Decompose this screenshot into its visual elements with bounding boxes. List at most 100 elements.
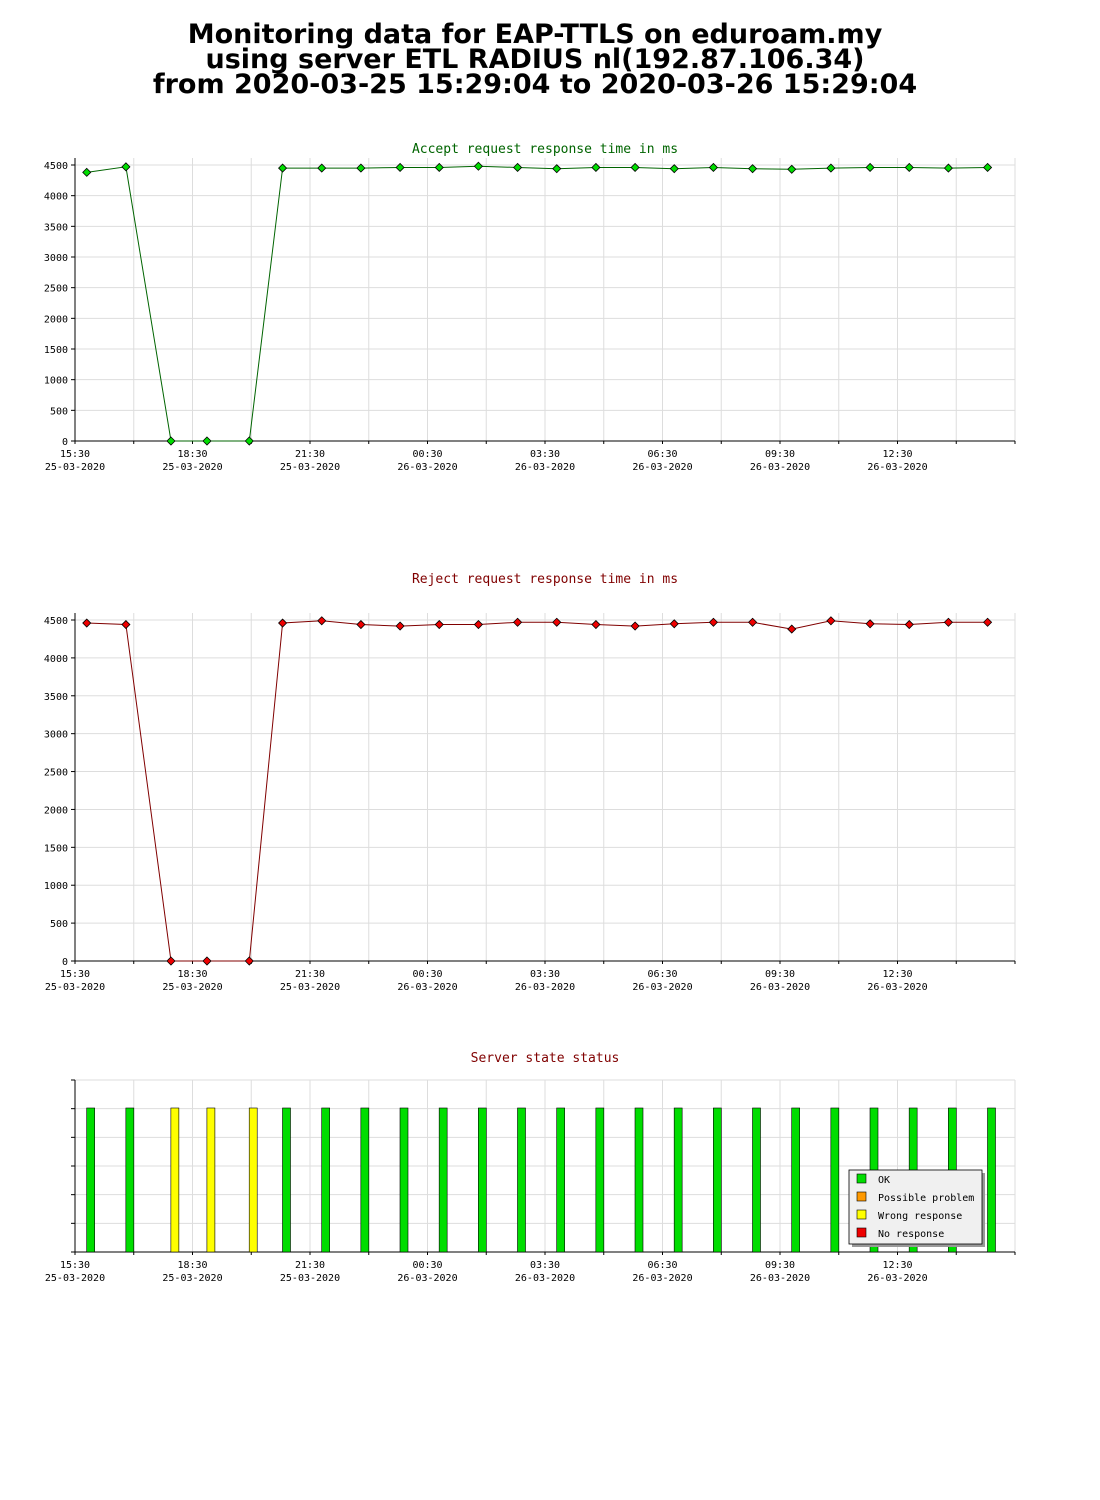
accept-xtick-date: 26-03-2020: [750, 462, 810, 473]
accept-data-point: [865, 162, 875, 173]
reject-data-point: [278, 618, 288, 628]
reject-data-point: [473, 619, 483, 630]
reject-data-point: [904, 619, 914, 630]
accept-ytick-label: 1500: [44, 345, 68, 356]
reject-xtick-date: 25-03-2020: [280, 982, 340, 993]
reject-xtick-time: 15:30: [60, 969, 90, 980]
status-xtick-time: 18:30: [177, 1260, 207, 1271]
header-line-3: from 2020-03-25 15:29:04 to 2020-03-26 1…: [152, 69, 918, 100]
reject-data-point: [943, 617, 953, 627]
reject-data-point: [82, 618, 92, 628]
status-xtick-date: 26-03-2020: [632, 1273, 692, 1284]
reject-ytick-label: 4500: [44, 616, 68, 627]
status-xtick-time: 03:30: [530, 1260, 560, 1271]
reject-xtick-time: 00:30: [412, 969, 442, 980]
accept-data-point: [395, 162, 405, 173]
reject-xtick-date: 26-03-2020: [397, 982, 457, 993]
reject-data-point: [787, 624, 797, 634]
reject-data-point: [591, 619, 601, 630]
status-xtick-time: 09:30: [765, 1260, 795, 1271]
status-xtick-time: 06:30: [647, 1260, 677, 1271]
status-bar: [282, 1107, 291, 1253]
reject-data-point: [865, 619, 875, 629]
accept-ytick-label: 3000: [44, 253, 68, 264]
accept-ytick-label: 4000: [44, 192, 68, 203]
accept-data-point: [166, 436, 176, 446]
accept-ytick-label: 0: [62, 437, 68, 448]
status-xtick-time: 15:30: [60, 1260, 90, 1271]
accept-xtick-time: 06:30: [647, 449, 677, 460]
legend-box: [848, 1169, 983, 1245]
reject-xtick-time: 18:30: [177, 969, 207, 980]
reject-xtick-date: 26-03-2020: [632, 982, 692, 993]
status-bar: [438, 1107, 448, 1253]
reject-ytick-label: 1000: [44, 881, 68, 892]
reject-xtick-time: 12:30: [882, 969, 912, 980]
status-xtick-time: 21:30: [295, 1260, 325, 1271]
reject-ytick-label: 1500: [44, 843, 68, 854]
legend-label: Wrong response: [878, 1211, 962, 1222]
accept-ytick-label: 500: [50, 406, 68, 417]
status-chart-title: Server state status: [471, 1051, 620, 1066]
accept-data-point: [513, 162, 523, 173]
legend-swatch: [856, 1191, 867, 1202]
reject-xtick-date: 25-03-2020: [45, 982, 105, 993]
reject-xtick-time: 09:30: [765, 969, 795, 980]
status-bar: [634, 1107, 644, 1253]
reject-data-point: [166, 956, 176, 966]
accept-ytick-label: 3500: [44, 222, 68, 233]
accept-data-point: [943, 163, 953, 173]
accept-data-point: [244, 436, 254, 446]
status-bar: [987, 1107, 996, 1253]
status-bar: [360, 1107, 370, 1253]
status-chart: Server state status 15:30 25-03-2020 18:30 2…: [45, 1051, 1016, 1284]
reject-data-point: [395, 621, 405, 631]
accept-data-point: [356, 163, 366, 173]
status-xtick-date: 26-03-2020: [397, 1273, 457, 1284]
accept-xtick-time: 18:30: [177, 449, 207, 460]
status-bar: [399, 1107, 409, 1253]
reject-ytick-label: 500: [50, 919, 68, 930]
status-bar: [830, 1107, 840, 1253]
legend-swatch: [856, 1173, 867, 1184]
status-bar: [713, 1107, 722, 1253]
reject-ytick-label: 2500: [44, 768, 68, 779]
accept-ytick-label: 2500: [44, 284, 68, 295]
legend-label: OK: [878, 1175, 890, 1186]
reject-xtick-date: 26-03-2020: [515, 982, 575, 993]
legend-label: Possible problem: [878, 1193, 974, 1204]
accept-data-point: [787, 164, 797, 174]
accept-chart-title: Accept request response time in ms: [412, 142, 678, 157]
reject-xtick-date: 26-03-2020: [867, 982, 927, 993]
reject-data-point: [748, 617, 758, 627]
status-xtick-time: 12:30: [882, 1260, 912, 1271]
status-bar: [321, 1107, 330, 1253]
accept-xtick-date: 26-03-2020: [867, 462, 927, 473]
status-bar: [556, 1107, 565, 1253]
reject-ytick-label: 2000: [44, 805, 68, 816]
status-bar: [206, 1107, 216, 1253]
status-xtick-date: 26-03-2020: [750, 1273, 810, 1284]
accept-data-point: [708, 162, 718, 173]
status-bar: [517, 1107, 526, 1253]
accept-data-point: [904, 162, 914, 173]
reject-data-point: [513, 617, 523, 627]
reject-xtick-date: 25-03-2020: [162, 982, 222, 993]
reject-ytick-label: 0: [62, 957, 68, 968]
accept-data-point: [278, 163, 288, 173]
accept-data-point: [630, 162, 640, 173]
accept-xtick-date: 25-03-2020: [45, 462, 105, 473]
status-bar: [86, 1107, 95, 1253]
accept-xtick-time: 12:30: [882, 449, 912, 460]
accept-xtick-time: 21:30: [295, 449, 325, 460]
accept-data-point: [552, 164, 562, 174]
status-bar: [595, 1107, 605, 1253]
accept-data-point: [317, 163, 327, 173]
status-xtick-date: 25-03-2020: [162, 1273, 222, 1284]
reject-chart: Reject request response time in ms 0 500 10…: [44, 572, 1016, 993]
accept-data-point: [669, 164, 679, 174]
reject-ytick-label: 3500: [44, 692, 68, 703]
reject-xtick-time: 03:30: [530, 969, 560, 980]
status-bar: [791, 1107, 800, 1253]
